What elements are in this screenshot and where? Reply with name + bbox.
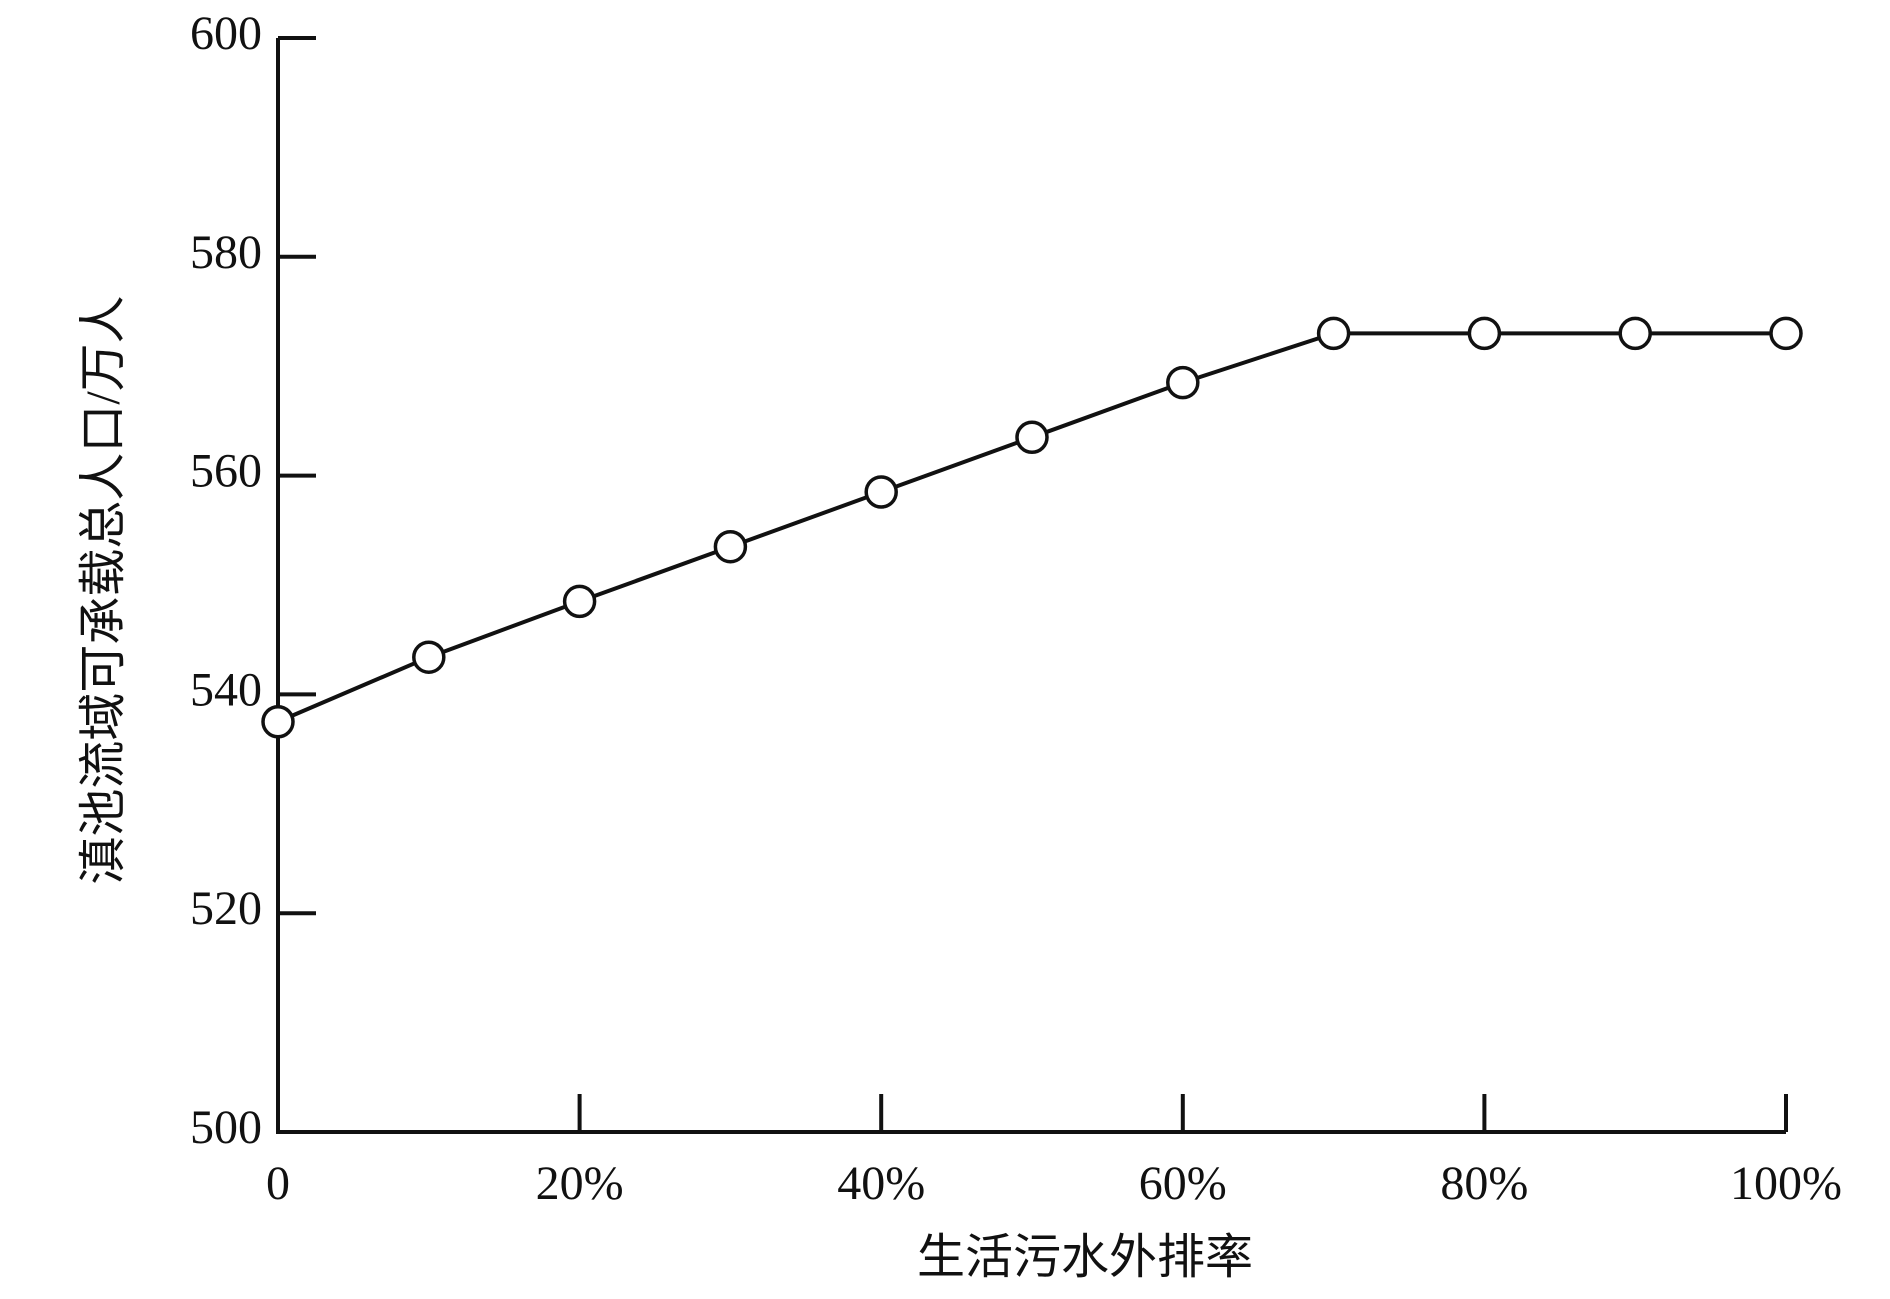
marker	[1769, 316, 1803, 351]
line	[277, 331, 1786, 724]
marker	[1467, 316, 1502, 351]
y-tick-label: 600	[190, 7, 262, 60]
x-tick-label: 60%	[1139, 1157, 1227, 1210]
marker	[261, 705, 295, 739]
marker	[713, 529, 748, 564]
y-tick-label: 500	[190, 1101, 262, 1154]
x-tick-label: 20%	[536, 1157, 624, 1210]
marker	[1015, 420, 1049, 455]
marker	[1618, 316, 1652, 351]
x-tick-label: 40%	[837, 1157, 925, 1210]
marker	[412, 640, 446, 674]
x-tick-label: 80%	[1440, 1157, 1528, 1210]
x-tick-label: 100%	[1730, 1157, 1842, 1210]
y-tick-label: 560	[190, 445, 262, 498]
marker	[1316, 316, 1351, 351]
x-axis-label: 生活污水外排率	[917, 1231, 1253, 1284]
y-tick-label: 580	[190, 226, 262, 279]
y-tick-label: 540	[190, 663, 262, 716]
y-axis-label: 滇池流域可承载总人口/万人	[77, 295, 130, 884]
y-tick-label: 520	[190, 882, 262, 935]
marker	[562, 584, 597, 619]
marker	[864, 475, 898, 509]
x-tick-label: 0	[266, 1157, 290, 1210]
marker	[1166, 365, 1200, 400]
